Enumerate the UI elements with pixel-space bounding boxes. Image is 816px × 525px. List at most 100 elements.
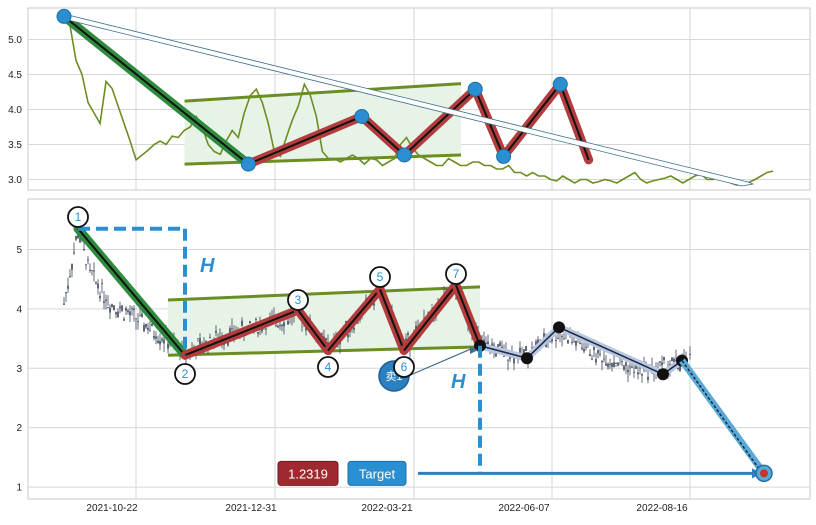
top-y-ticks: 3.0 3.5 4.0 4.5 5.0 <box>8 35 22 186</box>
top-channel-lower <box>184 153 462 166</box>
bottom-leg-core-5 <box>403 284 457 352</box>
candle-body-184 <box>431 304 433 306</box>
candle-body-155 <box>373 303 375 306</box>
sell-arrow-head <box>470 347 478 354</box>
candle-body-52 <box>167 343 169 349</box>
top-channel-upper <box>184 82 462 103</box>
point-label-circle-3 <box>287 289 309 311</box>
candle-body-7 <box>77 233 79 239</box>
top-price-polyline <box>63 15 774 186</box>
bottom-x-tick-2: 2022-03-21 <box>361 503 413 514</box>
candle-body-12 <box>87 259 89 261</box>
top-price-line <box>63 15 774 186</box>
candle-body-231 <box>525 345 527 352</box>
candle-body-252 <box>567 339 569 344</box>
candle-body-234 <box>531 347 533 349</box>
top-y-tick-1: 3.5 <box>8 140 22 151</box>
candle-body-219 <box>501 346 503 349</box>
candle-body-43 <box>149 330 151 332</box>
candle-body-76 <box>215 330 217 333</box>
candle-body-18 <box>99 295 101 299</box>
top-y-tick-3: 4.5 <box>8 70 22 81</box>
candle-body-44 <box>151 323 153 327</box>
bottom-channel-upper <box>167 285 481 302</box>
bottom-panel: 1 2 3 4 5 2021-10-22 2021-12-31 2022-03-21 2022… <box>16 198 811 514</box>
candle-body-279 <box>621 361 623 363</box>
height-label-2: H <box>451 371 466 393</box>
candle-body-46 <box>155 336 157 339</box>
top-leg-core-3 <box>403 88 476 156</box>
candle-body-20 <box>103 301 105 304</box>
candle-body-223 <box>509 356 511 360</box>
after-point-0 <box>521 352 533 365</box>
candle-body-277 <box>617 362 619 366</box>
bottom-y-tick-3: 4 <box>16 304 22 315</box>
candle-body-33 <box>129 311 131 316</box>
candle-body-300 <box>663 356 665 361</box>
bottom-x-tick-4: 2022-08-16 <box>636 503 688 514</box>
candle-body-89 <box>241 320 243 326</box>
sell-arrow-line <box>407 347 475 377</box>
candle-body-73 <box>209 337 211 339</box>
candle-body-254 <box>571 341 573 343</box>
target-button-badge <box>347 460 407 486</box>
top-pivot-0 <box>56 8 72 24</box>
candle-body-263 <box>589 354 591 357</box>
candle-body-23 <box>109 307 111 313</box>
bottom-pattern-legs <box>73 224 485 360</box>
top-y-tick-0: 3.0 <box>8 175 22 186</box>
point-label-4: 4 <box>325 360 332 374</box>
candle-body-313 <box>689 354 691 356</box>
candle-body-299 <box>661 362 663 366</box>
target-point-inner <box>760 469 768 478</box>
bottom-leg-core-last <box>455 284 481 347</box>
point-label-7: 7 <box>453 267 460 281</box>
top-pivot-2 <box>354 109 370 124</box>
top-leg-core-2 <box>361 115 405 156</box>
candle-body-145 <box>353 327 355 330</box>
candle-body-275 <box>613 362 615 368</box>
candle-body-0 <box>63 303 65 305</box>
candle-body-256 <box>575 340 577 346</box>
candle-body-255 <box>573 341 575 343</box>
candle-body-6 <box>75 235 77 240</box>
candle-body-67 <box>197 338 199 340</box>
candle-body-28 <box>119 306 121 309</box>
candle-body-129 <box>321 333 323 335</box>
candle-body-247 <box>557 338 559 340</box>
top-pivot-4 <box>467 81 483 97</box>
top-pivot-3 <box>396 147 412 163</box>
bottom-point-labels: 1 2 3 4 5 6 7 <box>67 206 467 385</box>
candle-body-267 <box>597 349 599 354</box>
point-label-circle-4 <box>317 356 339 378</box>
candle-body-246 <box>555 339 557 341</box>
after-point-1 <box>553 321 565 334</box>
candle-body-286 <box>635 363 637 369</box>
candle-body-27 <box>117 311 119 318</box>
candle-body-82 <box>227 341 229 346</box>
top-leg-core-0 <box>63 15 249 165</box>
candle-body-110 <box>283 322 285 327</box>
candle-body-172 <box>407 333 409 335</box>
bottom-x-tick-0: 2021-10-22 <box>86 503 138 514</box>
candle-body-304 <box>671 357 673 362</box>
target-value-text: 1.2319 <box>288 466 328 481</box>
candle-body-10 <box>83 248 85 251</box>
candle-body-259 <box>581 347 583 350</box>
candle-body-5 <box>73 252 75 254</box>
point-label-circle-2 <box>174 363 196 385</box>
projection-core <box>681 360 761 471</box>
top-panel: 3.0 3.5 4.0 4.5 5.0 <box>8 7 811 191</box>
candle-body-212 <box>487 341 489 346</box>
top-y-tick-2: 4.0 <box>8 105 22 116</box>
top-pivot-1 <box>240 156 256 172</box>
target-value-badge <box>277 460 339 486</box>
point-label-circle-6 <box>393 356 415 378</box>
candle-body-292 <box>647 376 649 380</box>
bottom-y-tick-2: 3 <box>16 364 22 375</box>
candle-body-106 <box>275 325 277 327</box>
candle-body-276 <box>615 362 617 365</box>
candle-body-37 <box>137 321 139 323</box>
candle-body-214 <box>491 343 493 346</box>
